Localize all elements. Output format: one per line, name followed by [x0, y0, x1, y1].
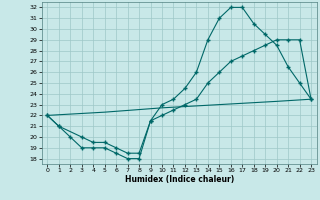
X-axis label: Humidex (Indice chaleur): Humidex (Indice chaleur)	[124, 175, 234, 184]
